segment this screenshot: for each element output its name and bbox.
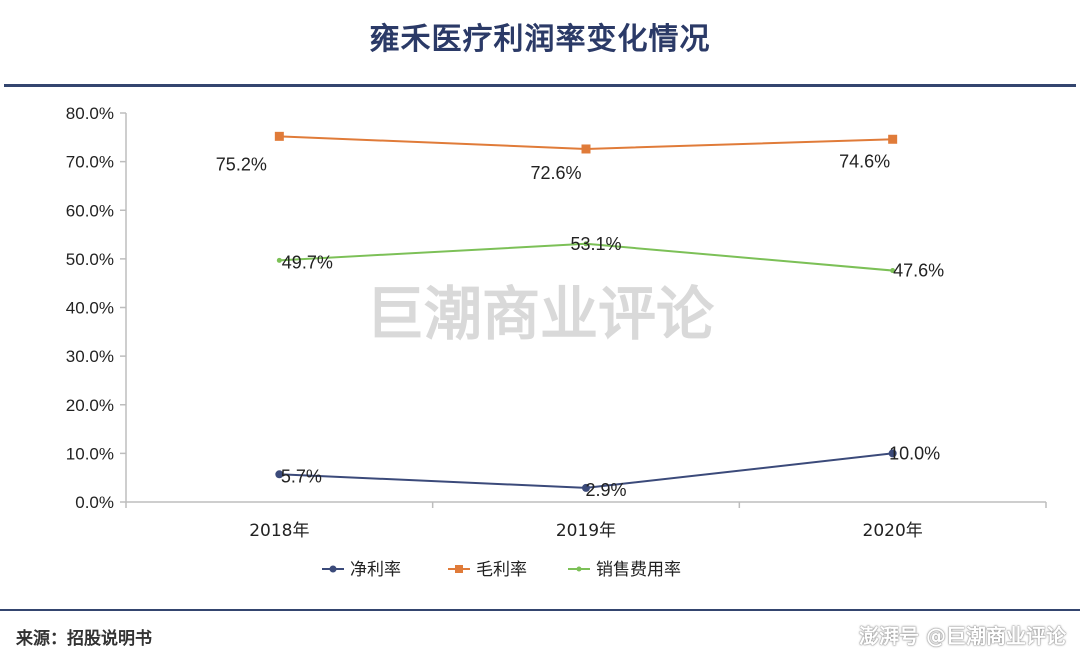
legend-marker bbox=[455, 565, 463, 573]
watermark-text: 巨潮商业评论 bbox=[366, 280, 715, 348]
data-label: 10.0% bbox=[889, 443, 940, 463]
data-point bbox=[275, 470, 284, 479]
footer-divider bbox=[0, 609, 1080, 611]
data-point bbox=[274, 131, 284, 141]
title-divider bbox=[4, 84, 1076, 87]
y-tick-label: 10.0% bbox=[66, 444, 114, 463]
data-label: 47.6% bbox=[893, 261, 944, 281]
profit-margin-chart: 巨潮商业评论 0.0% 10.0% 20.0% 30.0% 40.0% 50.0% 60.0%… bbox=[66, 104, 1047, 580]
x-tick-label: 2020年 bbox=[863, 521, 923, 541]
data-label: 2.9% bbox=[585, 480, 626, 500]
data-label: 72.6% bbox=[530, 163, 581, 183]
data-label: 53.1% bbox=[570, 234, 621, 254]
data-point bbox=[582, 483, 590, 492]
legend-label: 净利率 bbox=[350, 560, 401, 580]
data-point bbox=[581, 144, 591, 154]
chart-title: 雍禾医疗利润率变化情况 bbox=[369, 22, 711, 57]
legend-marker bbox=[329, 565, 337, 573]
data-point bbox=[888, 134, 898, 144]
y-tick-label: 50.0% bbox=[66, 250, 114, 269]
data-point bbox=[888, 449, 897, 458]
y-tick-label: 70.0% bbox=[66, 153, 114, 172]
x-tick-label: 2019年 bbox=[556, 521, 616, 541]
data-point bbox=[890, 268, 896, 274]
y-tick-label: 40.0% bbox=[66, 299, 114, 318]
data-label: 75.2% bbox=[216, 154, 267, 174]
x-tick-label: 2018年 bbox=[249, 521, 309, 541]
source-note: 来源：招股说明书 bbox=[16, 629, 152, 649]
legend-marker bbox=[576, 566, 582, 572]
footer-brand: 澎湃号 @巨潮商业评论 bbox=[859, 624, 1066, 648]
y-tick-label: 20.0% bbox=[66, 396, 114, 415]
legend-label: 销售费用率 bbox=[596, 560, 681, 580]
data-point bbox=[276, 257, 282, 263]
data-label: 74.6% bbox=[839, 151, 890, 171]
y-tick-label: 80.0% bbox=[66, 104, 114, 123]
data-point bbox=[583, 241, 589, 247]
data-label: 49.7% bbox=[282, 252, 333, 272]
data-label: 5.7% bbox=[281, 466, 322, 486]
y-tick-label: 0.0% bbox=[75, 493, 114, 512]
y-tick-label: 60.0% bbox=[66, 201, 114, 220]
legend-label: 毛利率 bbox=[476, 560, 527, 580]
y-tick-label: 30.0% bbox=[66, 347, 114, 366]
